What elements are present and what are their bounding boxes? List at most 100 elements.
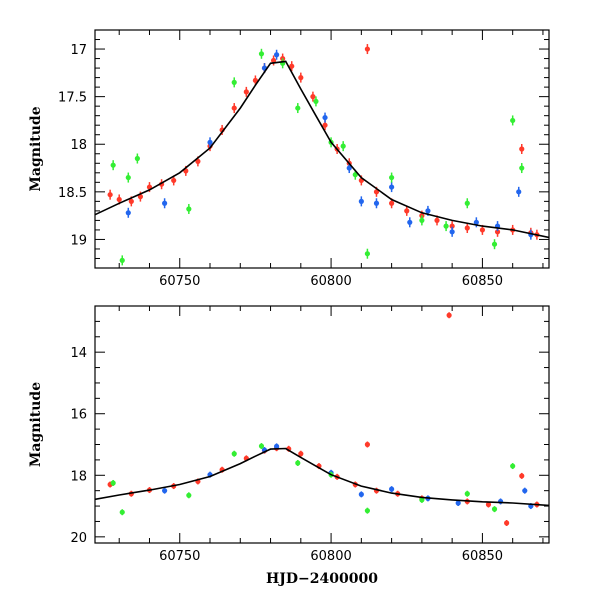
x-tick-label: 60750 bbox=[159, 549, 200, 564]
data-point bbox=[298, 75, 304, 81]
data-point bbox=[404, 208, 410, 214]
data-point bbox=[425, 208, 431, 214]
data-point bbox=[510, 463, 516, 469]
data-point bbox=[186, 492, 192, 498]
x-tick-label: 60800 bbox=[310, 274, 351, 289]
data-point bbox=[389, 200, 395, 206]
data-point bbox=[298, 451, 304, 457]
y-tick-label: 18 bbox=[70, 469, 87, 484]
y-tick-label: 14 bbox=[70, 346, 87, 361]
data-point bbox=[364, 251, 370, 257]
data-point bbox=[110, 162, 116, 168]
data-point bbox=[491, 506, 498, 512]
data-point bbox=[162, 200, 168, 206]
data-point bbox=[258, 51, 265, 57]
data-point bbox=[455, 500, 461, 506]
data-point bbox=[373, 189, 380, 195]
data-point bbox=[310, 94, 316, 100]
data-point bbox=[389, 486, 395, 492]
data-point bbox=[464, 225, 470, 231]
y-tick-label: 20 bbox=[70, 531, 87, 546]
data-point bbox=[504, 520, 510, 526]
data-point bbox=[289, 63, 295, 69]
data-point bbox=[510, 117, 516, 124]
data-point bbox=[295, 460, 301, 466]
x-tick-label: 60850 bbox=[462, 549, 503, 564]
data-point bbox=[419, 497, 425, 503]
data-point bbox=[516, 189, 522, 195]
y-tick-label: 17 bbox=[70, 43, 87, 58]
x-tick-label: 60800 bbox=[310, 549, 351, 564]
data-point bbox=[207, 139, 213, 145]
data-point bbox=[519, 473, 525, 479]
data-point bbox=[519, 146, 525, 152]
bottom-panel: 60750 60800 60850 14 16 18 20 Magnitude HJD−2400… bbox=[28, 305, 550, 587]
data-point bbox=[231, 451, 237, 457]
data-point bbox=[128, 198, 134, 204]
data-point bbox=[252, 77, 259, 84]
data-point bbox=[107, 192, 113, 198]
plot-frame bbox=[94, 305, 550, 544]
data-point bbox=[125, 210, 131, 216]
data-point bbox=[274, 443, 280, 449]
data-point bbox=[358, 198, 364, 204]
data-point bbox=[358, 491, 364, 497]
data-point bbox=[522, 488, 528, 494]
y-tick-label: 17.5 bbox=[58, 91, 87, 106]
data-point bbox=[313, 98, 319, 104]
data-point bbox=[519, 165, 525, 171]
plot-area bbox=[95, 312, 549, 526]
data-point bbox=[449, 229, 455, 235]
data-point bbox=[389, 174, 395, 181]
data-point bbox=[389, 184, 395, 190]
y-tick-label: 18 bbox=[70, 138, 87, 153]
y-axis-title: Magnitude bbox=[28, 382, 44, 467]
data-point bbox=[464, 200, 470, 206]
data-point bbox=[491, 241, 498, 247]
data-point bbox=[125, 174, 131, 181]
x-axis-title: HJD−2400000 bbox=[266, 571, 378, 587]
data-point bbox=[479, 227, 486, 233]
data-point bbox=[186, 206, 192, 212]
plot-frame bbox=[94, 29, 550, 269]
data-point bbox=[258, 443, 265, 449]
data-point bbox=[134, 155, 140, 162]
data-point bbox=[295, 105, 301, 111]
data-point bbox=[485, 501, 492, 508]
data-point bbox=[364, 441, 370, 448]
data-point bbox=[364, 508, 370, 514]
data-point bbox=[407, 219, 413, 225]
data-point bbox=[171, 177, 177, 184]
data-point bbox=[243, 89, 249, 95]
model-curve bbox=[95, 60, 549, 239]
data-point bbox=[116, 196, 122, 203]
x-tick-label: 60750 bbox=[159, 274, 200, 289]
y-tick-label: 16 bbox=[70, 408, 87, 423]
data-point bbox=[446, 312, 452, 318]
model-curve bbox=[95, 447, 549, 507]
data-point bbox=[110, 480, 116, 486]
y-tick-label: 19 bbox=[70, 233, 87, 248]
y-axis-title: Magnitude bbox=[28, 106, 44, 191]
data-point bbox=[340, 143, 346, 149]
data-point bbox=[494, 229, 501, 235]
data-point bbox=[322, 122, 328, 128]
data-point bbox=[464, 491, 470, 497]
data-point bbox=[119, 509, 125, 515]
data-point bbox=[434, 217, 440, 223]
data-point bbox=[443, 223, 449, 229]
y-tick-label: 18.5 bbox=[58, 186, 87, 201]
data-point bbox=[162, 488, 168, 494]
top-panel: 60750 60800 60850 17 17.5 18 18.5 19 Magnitude bbox=[28, 29, 550, 289]
data-point bbox=[231, 79, 237, 85]
data-point bbox=[274, 52, 280, 58]
data-point bbox=[231, 105, 237, 111]
data-point bbox=[322, 114, 328, 121]
data-point bbox=[373, 200, 380, 206]
data-point bbox=[119, 257, 125, 263]
data-point bbox=[352, 172, 358, 178]
data-point bbox=[364, 46, 370, 52]
x-tick-label: 60850 bbox=[462, 274, 503, 289]
data-point bbox=[419, 217, 425, 223]
